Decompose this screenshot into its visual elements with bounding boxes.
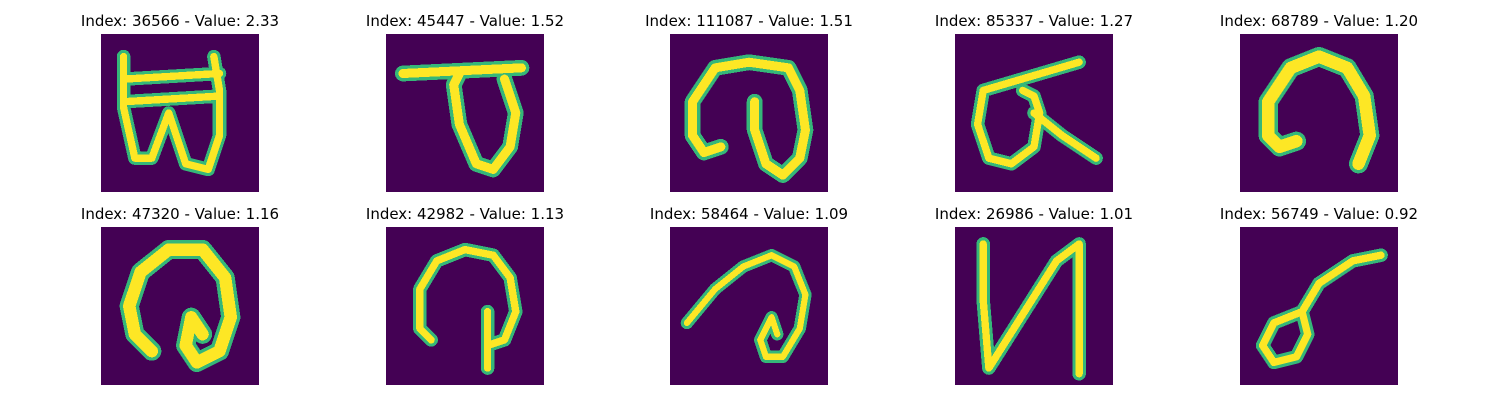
panel-2: Index: 45447 - Value: 1.52 — [335, 12, 595, 192]
panel-4: Index: 85337 - Value: 1.27 — [904, 12, 1164, 192]
character-image — [101, 34, 259, 192]
character-image — [386, 227, 544, 385]
character-image — [955, 34, 1113, 192]
character-image — [670, 34, 828, 192]
character-image — [1240, 227, 1398, 385]
character-image — [1240, 34, 1398, 192]
panel-10: Index: 56749 - Value: 0.92 — [1189, 205, 1449, 385]
panel-9: Index: 26986 - Value: 1.01 — [904, 205, 1164, 385]
panel-title: Index: 45447 - Value: 1.52 — [365, 12, 565, 30]
panel-title: Index: 58464 - Value: 1.09 — [649, 205, 849, 223]
character-image — [386, 34, 544, 192]
character-image — [101, 227, 259, 385]
panel-title: Index: 111087 - Value: 1.51 — [645, 12, 853, 30]
panel-5: Index: 68789 - Value: 1.20 — [1189, 12, 1449, 192]
panel-title: Index: 56749 - Value: 0.92 — [1219, 205, 1419, 223]
panel-title: Index: 26986 - Value: 1.01 — [934, 205, 1134, 223]
panel-3: Index: 111087 - Value: 1.51 — [619, 12, 879, 192]
panel-title: Index: 36566 - Value: 2.33 — [80, 12, 280, 30]
panel-title: Index: 68789 - Value: 1.20 — [1219, 12, 1419, 30]
panel-6: Index: 47320 - Value: 1.16 — [50, 205, 310, 385]
character-image — [955, 227, 1113, 385]
character-image — [670, 227, 828, 385]
panel-title: Index: 85337 - Value: 1.27 — [934, 12, 1134, 30]
panel-title: Index: 42982 - Value: 1.13 — [365, 205, 565, 223]
panel-7: Index: 42982 - Value: 1.13 — [335, 205, 595, 385]
panel-1: Index: 36566 - Value: 2.33 — [50, 12, 310, 192]
panel-title: Index: 47320 - Value: 1.16 — [80, 205, 280, 223]
panel-8: Index: 58464 - Value: 1.09 — [619, 205, 879, 385]
